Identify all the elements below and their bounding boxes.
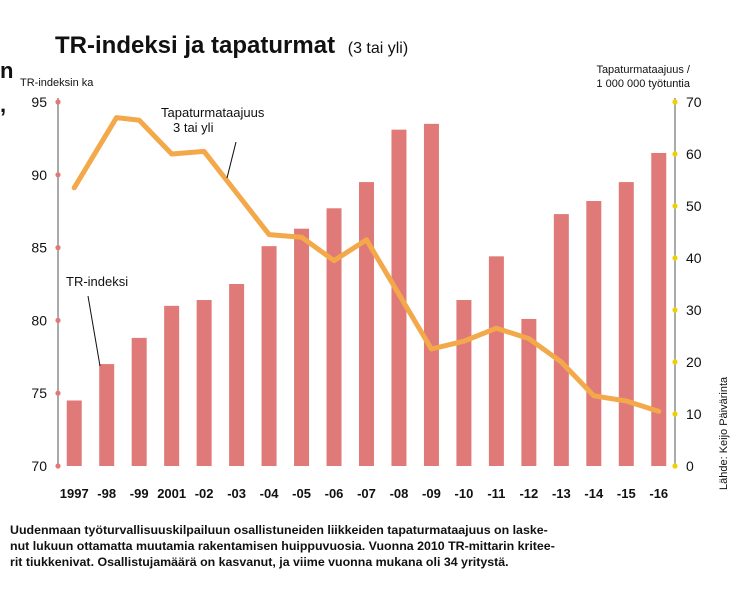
bar--16 bbox=[651, 152, 667, 466]
right-tick-dot-40 bbox=[672, 255, 678, 261]
line-series bbox=[71, 115, 662, 414]
right-tick-dot-60 bbox=[672, 151, 678, 157]
category-label--07: -07 bbox=[357, 486, 376, 501]
axis-lines bbox=[57, 98, 676, 466]
left-tick-75: 75 bbox=[31, 385, 47, 401]
category-label--98: -98 bbox=[97, 486, 116, 501]
right-tick-dot-30 bbox=[672, 307, 678, 313]
category-label--06: -06 bbox=[325, 486, 344, 501]
source-credit: Lähde: Keijo Päivärinta bbox=[718, 376, 730, 490]
bar--14 bbox=[586, 201, 602, 466]
right-tick-10: 10 bbox=[686, 406, 702, 422]
cropped-edge-text-2: , bbox=[0, 92, 7, 117]
category-label--15: -15 bbox=[617, 486, 636, 501]
category-label--99: -99 bbox=[130, 486, 149, 501]
caption-line-3: rit tiukkenivat. Osallistujamäärä on kas… bbox=[10, 555, 509, 569]
left-axis-label: TR-indeksin ka bbox=[20, 77, 94, 89]
category-label--13: -13 bbox=[552, 486, 571, 501]
category-label--08: -08 bbox=[390, 486, 409, 501]
left-tick-dot-70 bbox=[55, 463, 61, 469]
category-label--16: -16 bbox=[649, 486, 668, 501]
right-axis-label-line2: 1 000 000 työtuntia bbox=[596, 78, 690, 90]
cropped-edge-text-1: n bbox=[0, 58, 14, 83]
annotation-bar-label: TR-indeksi bbox=[66, 274, 128, 289]
annotations: Tapaturmataajuus 3 tai yli TR-indeksi bbox=[66, 105, 265, 367]
left-tick-dot-75 bbox=[55, 390, 61, 396]
left-tick-95: 95 bbox=[31, 94, 47, 110]
right-tick-20: 20 bbox=[686, 354, 702, 370]
annotation-line-label-2: 3 tai yli bbox=[173, 120, 214, 135]
bar-series bbox=[66, 123, 667, 466]
annotation-line-label-1: Tapaturmataajuus bbox=[161, 105, 265, 120]
bar-2001 bbox=[164, 305, 180, 466]
left-tick-dot-85 bbox=[55, 245, 61, 251]
right-tick-dot-10 bbox=[672, 411, 678, 417]
line-tapaturmataajuus bbox=[71, 115, 662, 414]
right-tick-dot-50 bbox=[672, 203, 678, 209]
annotation-line-pointer bbox=[226, 141, 237, 179]
category-labels: 1997 -98 -99 2001 -02 -03 -04 -05 -06 -07 -08 -09 -1… bbox=[60, 486, 668, 501]
right-tick-50: 50 bbox=[686, 198, 702, 214]
category-label--10: -10 bbox=[455, 486, 474, 501]
right-tick-0: 0 bbox=[686, 458, 694, 474]
bar--98 bbox=[99, 364, 115, 466]
bar--04 bbox=[261, 246, 277, 466]
chart-subtitle: (3 tai yli) bbox=[348, 40, 408, 57]
left-tick-85: 85 bbox=[31, 240, 47, 256]
bar--11 bbox=[488, 256, 504, 466]
right-tick-40: 40 bbox=[686, 250, 702, 266]
caption-line-2: nut lukuun ottamatta muutamia rakentamis… bbox=[10, 539, 555, 553]
left-tick-dot-80 bbox=[55, 317, 61, 323]
category-label--03: -03 bbox=[227, 486, 246, 501]
left-tick-dot-95 bbox=[55, 99, 61, 105]
chart-title: TR-indeksi ja tapaturmat (3 tai yli) bbox=[55, 32, 408, 59]
category-label--14: -14 bbox=[584, 486, 604, 501]
right-tick-70: 70 bbox=[686, 94, 702, 110]
annotation-line-label: Tapaturmataajuus 3 tai yli bbox=[161, 105, 265, 135]
left-tick-90: 90 bbox=[31, 167, 47, 183]
bar--99 bbox=[131, 337, 147, 466]
left-tick-70: 70 bbox=[31, 458, 47, 474]
category-label-1997: 1997 bbox=[60, 486, 89, 501]
left-tick-dot-90 bbox=[55, 172, 61, 178]
right-tick-dot-70 bbox=[672, 99, 678, 105]
right-tick-dot-0 bbox=[672, 463, 678, 469]
bar--10 bbox=[456, 300, 472, 466]
bar--06 bbox=[326, 208, 342, 466]
category-label--05: -05 bbox=[292, 486, 311, 501]
right-tick-60: 60 bbox=[686, 146, 702, 162]
category-label--12: -12 bbox=[519, 486, 538, 501]
left-tick-80: 80 bbox=[31, 312, 47, 328]
bar-1997 bbox=[66, 400, 82, 466]
chart: TR-indeksi ja tapaturmat (3 tai yli) TR-… bbox=[20, 32, 730, 501]
category-label--04: -04 bbox=[260, 486, 280, 501]
bar--15 bbox=[618, 182, 634, 466]
category-label--09: -09 bbox=[422, 486, 441, 501]
tick-labels: 70 75 80 85 90 95 0 10 20 30 40 50 60 70 bbox=[31, 94, 701, 474]
bar--13 bbox=[553, 214, 569, 466]
right-axis-label-line1: Tapaturmataajuus / bbox=[596, 64, 690, 76]
bar--05 bbox=[294, 228, 310, 466]
caption: Uudenmaan työturvallisuuskilpailuun osal… bbox=[10, 522, 730, 570]
bar--07 bbox=[359, 182, 374, 466]
bar--02 bbox=[196, 300, 212, 466]
bar--12 bbox=[521, 318, 537, 466]
right-tick-30: 30 bbox=[686, 302, 702, 318]
category-label-2001: 2001 bbox=[157, 486, 186, 501]
bar--03 bbox=[229, 284, 245, 466]
chart-title-main: TR-indeksi ja tapaturmat bbox=[55, 32, 335, 59]
annotation-bar-pointer bbox=[87, 295, 101, 367]
bar--09 bbox=[423, 123, 439, 466]
category-label--11: -11 bbox=[487, 486, 505, 501]
caption-line-1: Uudenmaan työturvallisuuskilpailuun osal… bbox=[10, 523, 548, 537]
category-label--02: -02 bbox=[195, 486, 214, 501]
right-tick-dot-20 bbox=[672, 359, 678, 365]
